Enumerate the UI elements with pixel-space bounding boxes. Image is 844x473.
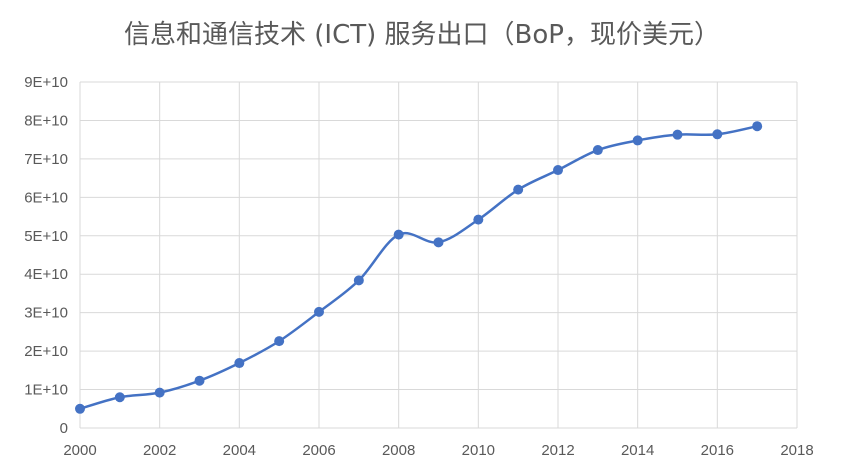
data-point <box>592 145 603 156</box>
series-line <box>79 124 758 410</box>
data-point <box>513 184 524 195</box>
data-point <box>154 387 165 398</box>
y-tick-label: 8E+10 <box>24 112 68 129</box>
data-point <box>553 165 563 176</box>
y-tick-label: 3E+10 <box>24 305 68 322</box>
y-tick-label: 9E+10 <box>24 74 68 91</box>
x-tick-label: 2002 <box>143 442 176 459</box>
x-tick-label: 2006 <box>302 442 335 459</box>
data-point <box>194 375 205 386</box>
data-point <box>114 392 125 403</box>
data-point <box>473 214 484 225</box>
x-axis-tick-labels: 2000 2002 2004 2006 2008 2010 2012 2014 2016 2018 <box>63 442 813 459</box>
data-point <box>393 229 404 240</box>
x-tick-label: 2018 <box>780 442 813 459</box>
data-point <box>632 135 643 146</box>
data-point <box>712 129 723 140</box>
x-tick-label: 2008 <box>382 442 415 459</box>
y-tick-label: 0 <box>60 420 68 437</box>
x-tick-label: 2016 <box>701 442 734 459</box>
y-tick-label: 5E+10 <box>24 228 68 245</box>
data-point <box>672 129 683 140</box>
data-point <box>234 358 245 369</box>
y-tick-label: 4E+10 <box>24 266 68 283</box>
y-tick-label: 1E+10 <box>24 382 68 399</box>
x-tick-label: 2000 <box>63 442 96 459</box>
y-tick-label: 6E+10 <box>24 189 68 206</box>
x-tick-label: 2004 <box>223 442 256 459</box>
data-point <box>353 275 364 286</box>
x-tick-label: 2010 <box>462 442 495 459</box>
gridlines <box>79 81 798 429</box>
series-group <box>75 121 763 414</box>
data-point <box>75 403 85 414</box>
data-point <box>752 121 763 132</box>
y-axis-tick-labels: 0 1E+10 2E+10 3E+10 4E+10 5E+10 6E+10 7E+10 8E+1… <box>24 74 68 437</box>
data-point <box>433 237 444 248</box>
data-point <box>314 306 324 317</box>
y-tick-label: 7E+10 <box>24 151 68 168</box>
x-tick-label: 2014 <box>621 442 654 459</box>
x-tick-label: 2012 <box>541 442 574 459</box>
y-tick-label: 2E+10 <box>24 343 68 360</box>
chart-title: 信息和通信技术 (ICT) 服务出口（BoP，现价美元） <box>124 20 720 50</box>
data-point <box>274 336 285 347</box>
